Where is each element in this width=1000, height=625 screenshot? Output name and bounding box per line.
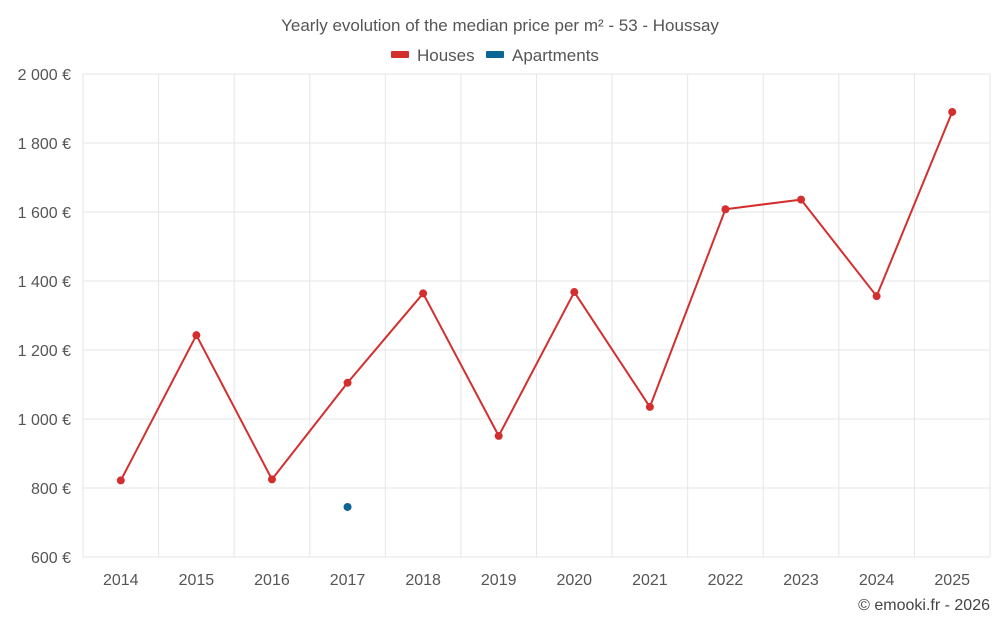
credit-text: © emooki.fr - 2026 xyxy=(858,597,990,614)
x-tick-label: 2014 xyxy=(103,572,139,589)
legend-item-houses[interactable]: Houses xyxy=(391,46,475,65)
x-tick-label: 2019 xyxy=(481,572,517,589)
data-point-houses[interactable] xyxy=(948,107,957,116)
y-tick-label: 1 400 € xyxy=(18,274,71,291)
legend: Houses Apartments xyxy=(391,46,599,65)
data-point-apartments[interactable] xyxy=(343,502,352,511)
x-tick-label: 2018 xyxy=(405,572,441,589)
grid xyxy=(82,73,991,558)
x-tick-label: 2022 xyxy=(708,572,744,589)
x-tick-label: 2024 xyxy=(859,572,895,589)
x-tick-label: 2025 xyxy=(934,572,970,589)
y-tick-label: 1 200 € xyxy=(18,343,71,360)
data-point-houses[interactable] xyxy=(192,331,201,340)
legend-swatch-apartments xyxy=(486,51,504,58)
data-point-houses[interactable] xyxy=(494,431,503,440)
series-line-houses xyxy=(119,111,954,481)
x-tick-label: 2023 xyxy=(783,572,819,589)
y-tick-label: 1 600 € xyxy=(18,205,71,222)
y-axis: 600 € 800 € 1 000 € 1 200 € 1 400 € 1 600 € 1 … xyxy=(18,67,71,567)
data-point-houses[interactable] xyxy=(872,292,881,301)
legend-swatch-houses xyxy=(391,51,409,58)
data-point-houses[interactable] xyxy=(797,195,806,204)
x-tick-label: 2016 xyxy=(254,572,290,589)
data-point-houses[interactable] xyxy=(116,476,125,485)
legend-label-apartments: Apartments xyxy=(512,46,599,65)
chart-title: Yearly evolution of the median price per… xyxy=(281,16,719,35)
y-tick-label: 1 000 € xyxy=(18,412,71,429)
data-point-houses[interactable] xyxy=(419,289,428,298)
x-tick-label: 2015 xyxy=(179,572,215,589)
series-layer xyxy=(116,107,957,511)
legend-item-apartments[interactable]: Apartments xyxy=(486,46,599,65)
data-point-houses[interactable] xyxy=(570,288,579,297)
y-tick-label: 800 € xyxy=(31,481,71,498)
x-tick-label: 2021 xyxy=(632,572,668,589)
x-axis: 2014 2015 2016 2017 2018 2019 2020 2021 2022 2023… xyxy=(103,572,970,589)
y-tick-label: 2 000 € xyxy=(18,67,71,84)
data-point-houses[interactable] xyxy=(343,378,352,387)
legend-label-houses: Houses xyxy=(417,46,475,65)
x-tick-label: 2020 xyxy=(556,572,592,589)
y-tick-label: 1 800 € xyxy=(18,136,71,153)
data-point-houses[interactable] xyxy=(721,205,730,214)
x-tick-label: 2017 xyxy=(330,572,366,589)
data-point-houses[interactable] xyxy=(267,475,276,484)
y-tick-label: 600 € xyxy=(31,550,71,567)
data-point-houses[interactable] xyxy=(645,402,654,411)
